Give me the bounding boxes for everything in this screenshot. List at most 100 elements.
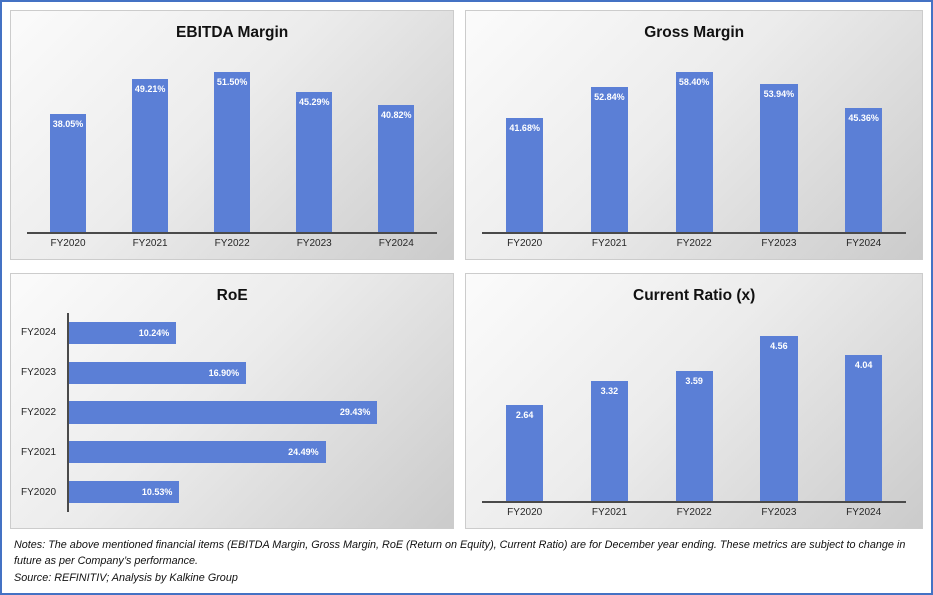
bar: 41.68%: [506, 118, 544, 232]
category-label: FY2022: [676, 238, 712, 249]
bar-value-label: 45.36%: [848, 112, 879, 123]
source-text: Source: REFINITIV; Analysis by Kalkine G…: [14, 572, 238, 585]
category-label: FY2023: [761, 507, 797, 518]
category-label: FY2020: [50, 238, 86, 249]
bar-value-label: 3.59: [685, 375, 703, 386]
bar: 53.94%: [760, 84, 798, 232]
bar-value-label: 10.24%: [138, 327, 170, 338]
bar-track: 24.49%: [67, 432, 425, 473]
gross-margin-chart: Gross Margin 41.68% 52.84% 58.40% 53.94% 45.…: [465, 10, 923, 260]
category-label: FY2022: [214, 238, 250, 249]
bar-slot: 2.64: [482, 309, 567, 501]
bar-row: FY2020 10.53%: [19, 472, 425, 512]
category-label: FY2023: [296, 238, 332, 249]
bar-row: FY2023 16.90%: [19, 352, 425, 393]
category-label: FY2021: [132, 238, 168, 249]
bar-value-label: 16.90%: [208, 367, 240, 378]
bar-value-label: 41.68%: [509, 123, 540, 133]
bar: 45.36%: [844, 107, 883, 232]
footnotes: Notes: The above mentioned financial ite…: [10, 529, 923, 593]
bar-slot: 45.36%: [821, 46, 906, 232]
bar-value-label: 45.29%: [298, 96, 330, 107]
plot-area: 38.05% 49.21% 51.50% 45.29% 40.82%: [27, 46, 438, 234]
chart-title: RoE: [216, 287, 248, 304]
chart-title: Current Ratio (x): [633, 287, 756, 304]
chart-title: EBITDA Margin: [176, 24, 289, 41]
bar: 3.59: [675, 370, 713, 501]
chart-body: 41.68% 52.84% 58.40% 53.94% 45.36% FY2020 FY2…: [466, 46, 922, 259]
bar-slot: 40.82%: [355, 46, 437, 232]
bar: 16.90%: [69, 361, 247, 384]
chart-body: 38.05% 49.21% 51.50% 45.29% 40.82% FY2020 FY2…: [11, 46, 453, 259]
bar-value-label: 53.94%: [763, 89, 795, 100]
bar-value-label: 24.49%: [288, 447, 319, 458]
category-label: FY2024: [378, 238, 414, 249]
bar-slot: 52.84%: [567, 46, 652, 232]
category-label: FY2021: [21, 446, 57, 458]
bar-value-label: 10.53%: [141, 487, 173, 498]
bar-row: FY2022 29.43%: [19, 392, 425, 433]
bar-value-label: 2.64: [515, 410, 534, 421]
category-axis: FY2020 FY2021 FY2022 FY2023 FY2024: [27, 234, 437, 249]
chart-body: 2.64 3.32 3.59 4.56 4.04 FY2020 FY2021 FY2022 F…: [466, 309, 922, 528]
category-label: FY2020: [21, 486, 57, 498]
bar: 29.43%: [69, 401, 378, 424]
plot-area: 41.68% 52.84% 58.40% 53.94% 45.36%: [482, 46, 906, 234]
bar-track: 10.24%: [67, 313, 425, 353]
bar: 58.40%: [675, 72, 713, 232]
category-label: FY2024: [21, 327, 57, 339]
category-label: FY2022: [21, 406, 57, 418]
category-label: FY2020: [507, 238, 543, 249]
bar: 40.82%: [378, 105, 415, 232]
charts-grid: EBITDA Margin 38.05% 49.21% 51.50% 45.29% 40…: [10, 10, 923, 529]
category-label: FY2023: [21, 367, 57, 379]
bar-value-label: 3.32: [600, 385, 619, 396]
bar-value-label: 49.21%: [134, 84, 166, 95]
bar: 10.53%: [69, 480, 180, 504]
notes-text: Notes: The above mentioned financial ite…: [14, 539, 906, 568]
bar: 49.21%: [132, 79, 169, 232]
bar: 3.32: [590, 380, 629, 501]
bar-value-label: 38.05%: [52, 119, 84, 130]
bar-value-label: 58.40%: [678, 77, 710, 88]
bar-slot: 49.21%: [109, 46, 191, 232]
bar-slot: 4.56: [737, 309, 822, 501]
bar-slot: 53.94%: [737, 46, 822, 232]
bar: 51.50%: [214, 72, 251, 232]
bar-slot: 51.50%: [191, 46, 273, 232]
bar-value-label: 51.50%: [216, 77, 248, 88]
category-label: FY2023: [761, 238, 797, 249]
bar-value-label: 4.04: [854, 359, 873, 370]
chart-body: FY2024 10.24% FY2023 16.90% FY2022 29.43% FY20…: [11, 309, 453, 528]
bar-slot: 41.68%: [482, 46, 567, 232]
bar-slot: 38.05%: [27, 46, 109, 232]
bar-track: 10.53%: [67, 472, 425, 512]
category-label: FY2024: [846, 238, 882, 249]
bar-value-label: 4.56: [770, 340, 788, 351]
category-label: FY2022: [676, 507, 712, 518]
bar: 2.64: [506, 405, 544, 501]
category-label: FY2024: [846, 507, 882, 518]
bar-track: 29.43%: [67, 392, 425, 433]
bar-value-label: 29.43%: [339, 407, 371, 418]
bar-row: FY2024 10.24%: [19, 313, 425, 353]
bar: 4.04: [844, 354, 883, 501]
bar-slot: 45.29%: [273, 46, 355, 232]
category-label: FY2020: [507, 507, 543, 518]
bar: 45.29%: [296, 91, 333, 232]
bar-slot: 3.32: [567, 309, 652, 501]
category-label: FY2021: [591, 507, 627, 518]
bar-track: 16.90%: [67, 352, 425, 393]
ebitda-margin-chart: EBITDA Margin 38.05% 49.21% 51.50% 45.29% 40…: [10, 10, 455, 260]
current-ratio-chart: Current Ratio (x) 2.64 3.32 3.59 4.56 4.04 F…: [465, 273, 923, 529]
bar: 10.24%: [69, 321, 177, 345]
roe-chart: RoE FY2024 10.24% FY2023 16.90% FY2022 29.43%…: [10, 273, 455, 529]
bar: 24.49%: [69, 441, 326, 464]
bar: 38.05%: [49, 114, 87, 232]
category-label: FY2021: [591, 238, 627, 249]
bar-slot: 3.59: [652, 309, 737, 501]
category-axis: FY2020 FY2021 FY2022 FY2023 FY2024: [482, 234, 906, 249]
bar-value-label: 52.84%: [594, 92, 625, 103]
chart-title: Gross Margin: [644, 24, 745, 41]
